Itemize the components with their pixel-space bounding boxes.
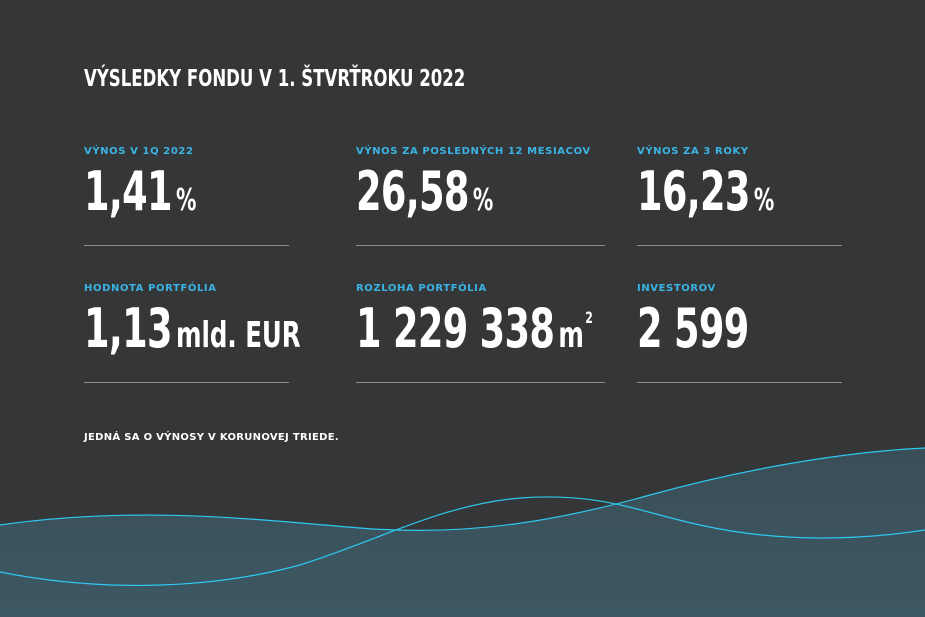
stat-value: 2 599 — [637, 302, 776, 356]
stat-value: 26,58% — [356, 165, 495, 219]
stat-number: 1,41 — [84, 160, 173, 223]
stat-unit: % — [472, 183, 494, 218]
stat-number: 2 599 — [637, 297, 749, 360]
stat-label: VÝNOS ZA 3 ROKY — [637, 146, 749, 157]
stat-unit: % — [175, 183, 197, 218]
stat-value: 16,23% — [637, 165, 776, 219]
divider — [84, 382, 289, 383]
divider — [84, 245, 289, 246]
divider — [637, 245, 842, 246]
stat-label: VÝNOS ZA POSLEDNÝCH 12 MESIACOV — [356, 146, 591, 157]
stat-label: HODNOTA PORTFÓLIA — [84, 283, 217, 294]
stat-number: 26,58 — [356, 160, 469, 223]
stat-value: 1,41% — [84, 165, 223, 219]
stat-number: 16,23 — [637, 160, 750, 223]
stat-value: 1 229 338 m2 — [356, 302, 593, 356]
stat-portfolio-area: ROZLOHA PORTFÓLIA 1 229 338 m2 — [356, 283, 605, 383]
divider — [356, 245, 605, 246]
divider — [637, 382, 842, 383]
page-title: VÝSLEDKY FONDU V 1. ŠTVRŤROKU 2022 — [84, 66, 466, 92]
stat-unit: m — [558, 315, 584, 356]
wave-line-1 — [0, 447, 925, 532]
stat-unit: mld. EUR — [175, 315, 301, 356]
stat-label: INVESTOROV — [637, 283, 716, 294]
stat-number: 1,13 — [84, 297, 173, 360]
stat-return-q1: VÝNOS V 1Q 2022 1,41% — [84, 146, 289, 246]
stat-unit-superscript: 2 — [585, 308, 593, 327]
stat-return-12m: VÝNOS ZA POSLEDNÝCH 12 MESIACOV 26,58% — [356, 146, 605, 246]
stat-investors: INVESTOROV 2 599 — [637, 283, 842, 383]
stat-label: ROZLOHA PORTFÓLIA — [356, 283, 487, 294]
stat-value: 1,13 mld. EUR — [84, 302, 301, 356]
stat-unit: % — [753, 183, 775, 218]
stat-portfolio-value: HODNOTA PORTFÓLIA 1,13 mld. EUR — [84, 283, 301, 383]
wave-line-2 — [0, 496, 925, 586]
divider — [356, 382, 605, 383]
footnote: JEDNÁ SA O VÝNOSY V KORUNOVEJ TRIEDE. — [84, 432, 339, 443]
wave-fill — [0, 448, 925, 617]
stat-return-3y: VÝNOS ZA 3 ROKY 16,23% — [637, 146, 842, 246]
stat-label: VÝNOS V 1Q 2022 — [84, 146, 194, 157]
stat-number: 1 229 338 — [356, 297, 555, 360]
